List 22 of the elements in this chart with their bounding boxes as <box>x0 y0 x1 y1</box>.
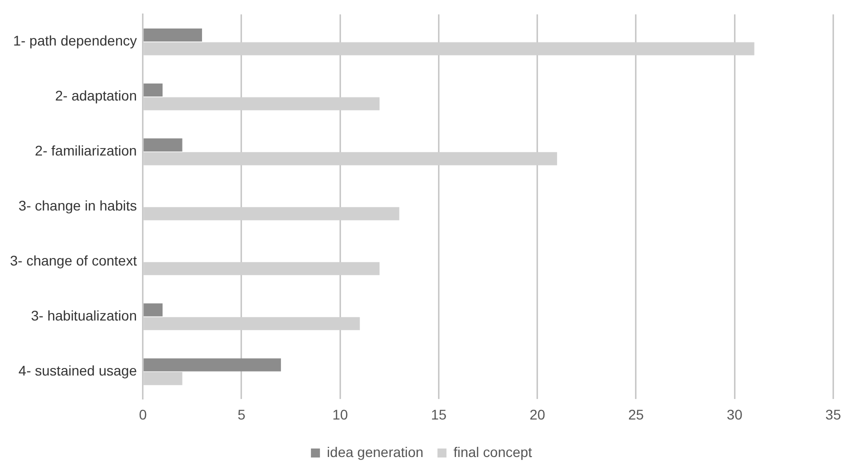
bar <box>144 83 163 97</box>
y-tick-label: 2- familiarization <box>34 142 137 159</box>
bar <box>144 28 202 42</box>
x-tick-label: 10 <box>332 406 348 422</box>
x-tick-label: 5 <box>238 406 246 422</box>
y-tick-label: 3- habitualization <box>31 308 137 324</box>
y-tick-label: 4- sustained usage <box>18 362 138 379</box>
bar <box>144 358 281 372</box>
x-tick-label: 0 <box>138 406 147 422</box>
x-tick-label: 30 <box>726 406 743 422</box>
x-tick-label: 15 <box>430 406 447 422</box>
y-tick-label: 2- adaptation <box>55 88 137 104</box>
legend-label: final concept <box>453 444 532 460</box>
bar <box>144 303 163 316</box>
y-tick-label: 3- change of context <box>10 252 137 269</box>
x-tick-label: 25 <box>628 406 644 422</box>
y-tick-label: 3- change in habits <box>18 198 137 214</box>
x-tick-label: 20 <box>530 406 546 422</box>
legend-label: idea generation <box>326 444 424 460</box>
x-tick-label: 35 <box>825 406 842 422</box>
y-tick-label: 1- path dependency <box>13 32 137 49</box>
bar <box>144 138 182 152</box>
